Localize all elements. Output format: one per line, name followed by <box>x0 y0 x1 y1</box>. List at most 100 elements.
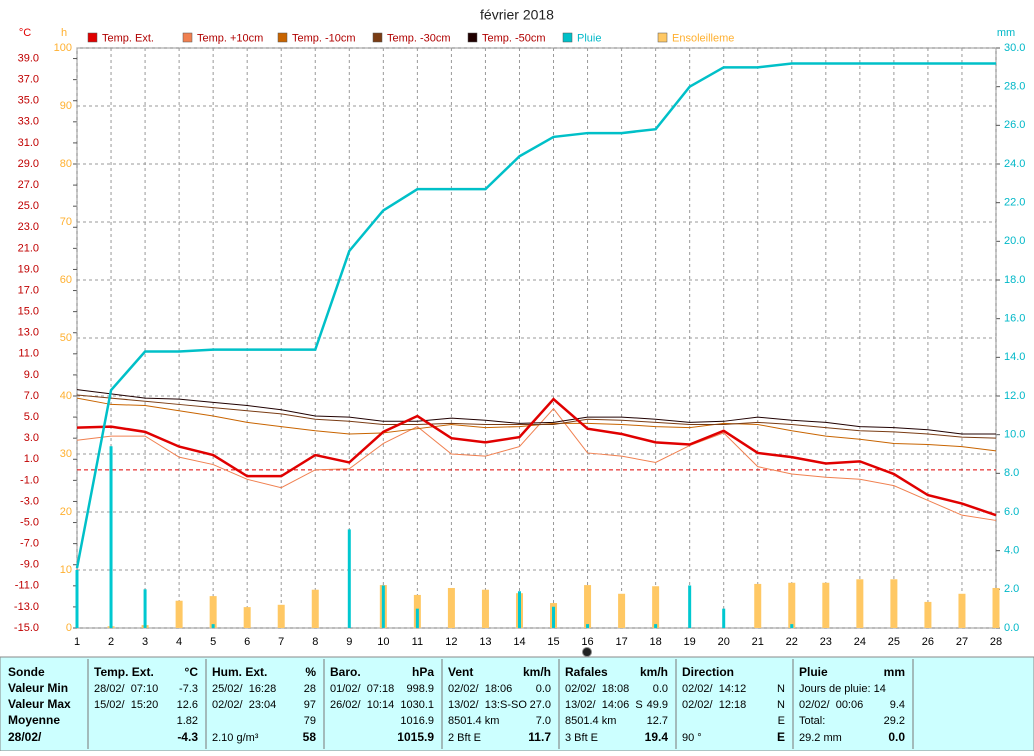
bar <box>211 624 215 628</box>
x-tick-label: 3 <box>142 636 148 648</box>
row-label: Valeur Min <box>8 681 68 695</box>
cell-right: 1015.9 <box>397 730 434 744</box>
today-marker <box>582 647 592 657</box>
cell-left: 90 ° <box>682 732 702 744</box>
y-tick-label: -5.0 <box>20 516 39 528</box>
y2-tick-label: 26.0 <box>1004 119 1025 131</box>
cell-left: Jours de pluie: 14 <box>799 683 886 695</box>
row-label: Sonde <box>8 665 45 679</box>
y-tick-label: 31.0 <box>18 137 39 149</box>
y-tick-label: 5.0 <box>24 411 39 423</box>
y2-unit: mm <box>997 27 1015 39</box>
cell-right: 9.4 <box>890 699 905 711</box>
cell-left: 26/02/ 10:14 <box>330 699 394 711</box>
y-tick-label: 3.0 <box>24 432 39 444</box>
bar <box>788 582 796 628</box>
x-tick-label: 20 <box>718 636 730 648</box>
legend-swatch <box>182 32 193 43</box>
bar <box>584 585 592 628</box>
y3-tick-label: 40 <box>60 390 72 402</box>
x-tick-label: 25 <box>888 636 900 648</box>
cell-left: 29.2 mm <box>799 732 842 744</box>
cell-right: 49.9 <box>647 699 668 711</box>
y2-tick-label: 12.0 <box>1004 390 1025 402</box>
y3-tick-label: 70 <box>60 216 72 228</box>
legend-label: Temp. -10cm <box>292 32 356 44</box>
bar <box>447 587 455 628</box>
bar <box>311 589 319 628</box>
y3-tick-label: 80 <box>60 158 72 170</box>
legend-swatch <box>277 32 288 43</box>
legend-swatch <box>562 32 573 43</box>
bar <box>347 529 351 628</box>
summary-panel <box>0 656 1034 752</box>
x-tick-label: 2 <box>108 636 114 648</box>
cell-right: 27.0 <box>530 699 551 711</box>
line <box>76 407 997 521</box>
x-tick-label: 24 <box>854 636 866 648</box>
y2-tick-label: 2.0 <box>1004 583 1019 595</box>
cell-right: 11.7 <box>528 730 551 744</box>
x-tick-label: 18 <box>650 636 662 648</box>
x-tick-label: 10 <box>377 636 389 648</box>
cell-right: 1016.9 <box>400 715 434 727</box>
line <box>76 394 997 439</box>
x-tick-label: 6 <box>244 636 250 648</box>
bar <box>654 624 658 628</box>
bar <box>754 583 762 628</box>
cell-left: 25/02/ 16:28 <box>212 683 276 695</box>
cell-right: E <box>778 715 785 727</box>
cell-left: 8501.4 km <box>448 715 499 727</box>
bar <box>109 446 113 628</box>
x-tick-label: 5 <box>210 636 216 648</box>
y2-tick-label: 14.0 <box>1004 351 1025 363</box>
cell-left: 2.10 g/m³ <box>212 732 259 744</box>
x-tick-label: 12 <box>445 636 457 648</box>
y3-tick-label: 60 <box>60 274 72 286</box>
column-unit: km/h <box>640 665 668 679</box>
bar <box>243 607 251 628</box>
y-tick-label: 11.0 <box>18 348 39 360</box>
cell-right: 29.2 <box>884 715 905 727</box>
y-tick-label: 1.0 <box>24 453 39 465</box>
column-title: Vent <box>448 665 473 679</box>
x-tick-label: 15 <box>547 636 559 648</box>
column-unit: mm <box>884 665 905 679</box>
cell-left: 02/02/ 18:08 <box>565 683 629 695</box>
cell-left: 02/02/ 00:06 <box>799 699 863 711</box>
cell-right: 7.0 <box>536 715 551 727</box>
bar <box>958 593 966 628</box>
cell-right: -7.3 <box>179 683 198 695</box>
legend-swatch <box>87 32 98 43</box>
y2-tick-label: 4.0 <box>1004 545 1019 557</box>
cell-left: 3 Bft E <box>565 732 598 744</box>
y2-tick-label: 8.0 <box>1004 467 1019 479</box>
y-tick-label: -13.0 <box>14 601 39 613</box>
column-title: Rafales <box>565 665 608 679</box>
y2-tick-label: 28.0 <box>1004 81 1025 93</box>
row-label: Valeur Max <box>8 697 71 711</box>
line <box>75 62 996 569</box>
bar <box>517 591 521 628</box>
y2-tick-label: 20.0 <box>1004 235 1025 247</box>
cell-right: 12.6 <box>177 699 198 711</box>
y3-tick-label: 50 <box>60 332 72 344</box>
bar <box>924 601 932 628</box>
cell-right: 0.0 <box>888 730 905 744</box>
row-label: Moyenne <box>8 713 60 727</box>
bar <box>618 593 626 628</box>
legend-swatch <box>657 32 668 43</box>
y2-tick-label: 18.0 <box>1004 274 1025 286</box>
y-tick-label: -11.0 <box>15 580 39 592</box>
x-tick-label: 26 <box>922 636 934 648</box>
x-tick-label: 8 <box>312 636 318 648</box>
cell-right: 0.0 <box>653 683 668 695</box>
column-title: Direction <box>682 665 734 679</box>
x-tick-label: 19 <box>684 636 696 648</box>
y3-tick-label: 10 <box>60 564 72 576</box>
cell-left: 13/02/ 14:06 S <box>565 699 643 711</box>
cell-right: N <box>777 683 785 695</box>
cell-right: 1030.1 <box>400 699 434 711</box>
y2-tick-label: 30.0 <box>1004 42 1025 54</box>
column-title: Temp. Ext. <box>94 665 154 679</box>
